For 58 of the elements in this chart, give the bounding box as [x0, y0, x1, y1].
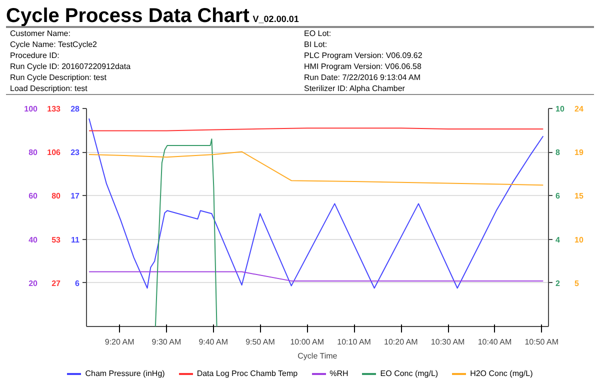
x-tick-label: 10:30 AM — [430, 338, 466, 346]
y-tick-label: 8 — [556, 148, 560, 158]
y2-tick-label: 80 — [52, 192, 62, 201]
text: Run Cycle Description: test — [9, 72, 108, 83]
text: Customer Name: — [9, 28, 72, 39]
text: HMI Program Version: V06.06.58 — [303, 61, 422, 72]
legend-label: Data Log Proc Chamb Temp — [196, 368, 298, 380]
y3-tick-label: 20 — [28, 278, 38, 288]
legend-label: EO Conc (mg/L) — [379, 368, 438, 380]
y3-tick-label: 100 — [24, 104, 38, 114]
x-tick-label: 10:00 AM — [290, 338, 324, 346]
text: EO Lot: — [303, 28, 332, 39]
text: Run Date: 7/22/2016 9:13:04 AM — [303, 72, 422, 83]
line-series — [154, 138, 218, 326]
y-tick-label: 10 — [556, 104, 565, 114]
y2-tick-label: 133 — [47, 104, 62, 114]
y-tick-label: 17 — [70, 192, 80, 201]
text: Procedure ID: — [9, 50, 60, 61]
text: Sterilizer ID: Alpha Chamber — [303, 83, 406, 94]
y2-tick-label: 5 — [574, 278, 580, 288]
text: Cycle Name: TestCycle2 — [9, 39, 98, 50]
y2-tick-label: 15 — [574, 192, 584, 201]
x-tick-label: 10:20 AM — [384, 338, 418, 346]
text: BI Lot: — [303, 39, 328, 50]
y3-tick-label: 80 — [28, 148, 38, 158]
x-tick-label: 9:50 AM — [246, 338, 276, 346]
x-tick-label: 9:40 AM — [198, 338, 228, 346]
x-tick-label: 9:20 AM — [104, 338, 135, 346]
x-tick-label: 10:40 AM — [478, 338, 512, 346]
y2-tick-label: 27 — [52, 278, 62, 288]
y-tick-label: 4 — [556, 235, 560, 244]
text: Load Description: test — [9, 83, 88, 94]
y2-tick-label: 106 — [47, 148, 62, 158]
chart-title: Cycle Process Data Chart — [6, 5, 250, 27]
y3-tick-label: 40 — [28, 235, 38, 244]
y-tick-label: 2 — [556, 278, 560, 288]
chart-subtitle: V_02.00.01 — [252, 14, 299, 24]
y2-tick-label: 19 — [574, 148, 584, 158]
y3-tick-label: 60 — [28, 192, 38, 201]
y-tick-label: 23 — [70, 148, 80, 158]
y2-tick-label: 24 — [574, 104, 584, 114]
y-tick-label: 11 — [71, 235, 80, 244]
legend-label: Cham Pressure (inHg) — [84, 368, 165, 380]
x-tick-label: 10:50 AM — [524, 338, 559, 346]
x-axis-title: Cycle Time — [298, 352, 338, 360]
y-tick-label: 6 — [75, 278, 80, 288]
y2-tick-label: 53 — [52, 235, 62, 244]
text: Run Cycle ID: 201607220912data — [9, 61, 132, 72]
y-tick-label: 6 — [556, 192, 560, 201]
x-tick-label: 9:30 AM — [152, 338, 182, 346]
x-tick-label: 10:10 AM — [337, 338, 372, 346]
line-series — [88, 118, 544, 289]
y-tick-label: 28 — [70, 104, 80, 114]
line-series — [88, 151, 544, 186]
legend-label: H2O Conc (mg/L) — [469, 368, 533, 380]
legend-label: %RH — [328, 368, 348, 380]
y2-tick-label: 10 — [574, 235, 584, 244]
text: PLC Program Version: V06.09.62 — [303, 50, 424, 61]
